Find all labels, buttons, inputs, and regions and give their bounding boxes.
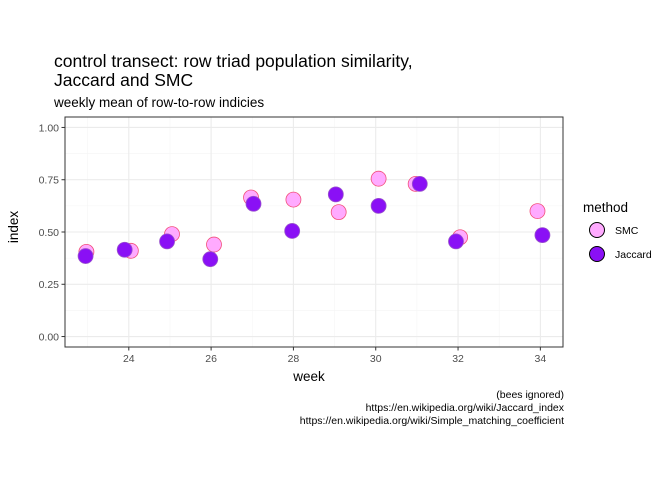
y-tick-label: 0.25 <box>39 279 60 291</box>
x-tick-label: 24 <box>123 353 135 365</box>
legend-key-smc <box>589 222 605 238</box>
data-point-jaccard <box>411 176 428 192</box>
x-tick-label: 30 <box>370 353 382 365</box>
data-point-smc <box>529 203 546 219</box>
x-tick-label: 28 <box>288 353 300 365</box>
data-point-smc <box>370 170 387 187</box>
x-tick-label: 34 <box>535 353 547 365</box>
y-tick-label: 1.00 <box>39 122 60 134</box>
legend-key-jaccard <box>589 246 605 262</box>
data-points <box>77 170 551 268</box>
data-point-jaccard <box>370 197 387 214</box>
legend-label-smc: SMC <box>615 225 639 237</box>
x-tick-label: 26 <box>205 353 217 365</box>
caption-line-2: https://en.wikipedia.org/wiki/Jaccard_in… <box>366 402 565 414</box>
data-point-jaccard <box>77 248 94 264</box>
chart-title-line-1: control transect: row triad population s… <box>54 51 413 71</box>
data-point-jaccard <box>202 251 219 268</box>
chart-title-line-2: Jaccard and SMC <box>54 70 193 90</box>
legend-label-jaccard: Jaccard <box>615 249 652 261</box>
y-tick-label: 0.75 <box>39 175 60 187</box>
x-tick-label: 32 <box>452 353 464 365</box>
data-point-jaccard <box>534 227 551 244</box>
data-point-jaccard <box>245 195 262 212</box>
y-axis: 0.00 0.25 0.50 0.75 1.00 <box>39 122 65 343</box>
x-axis: 24 26 28 30 32 34 <box>123 347 546 365</box>
grid-major <box>65 117 563 347</box>
data-point-jaccard <box>116 241 133 258</box>
legend-title: method <box>583 200 628 215</box>
data-point-jaccard <box>284 223 301 239</box>
legend: method SMC Jaccard <box>583 200 652 262</box>
data-point-jaccard <box>327 186 344 203</box>
y-axis-title: index <box>6 211 21 244</box>
chart-subtitle: weekly mean of row-to-row indicies <box>53 95 264 110</box>
data-point-smc <box>206 236 222 253</box>
data-point-smc <box>330 204 347 221</box>
y-tick-label: 0.00 <box>39 331 60 343</box>
x-axis-title: week <box>292 369 325 384</box>
data-point-jaccard <box>159 233 175 250</box>
caption-line-1: (bees ignored) <box>496 389 564 401</box>
data-point-smc <box>285 191 302 208</box>
caption-line-3: https://en.wikipedia.org/wiki/Simple_mat… <box>300 415 564 427</box>
data-point-jaccard <box>448 233 464 250</box>
y-tick-label: 0.50 <box>39 227 60 239</box>
